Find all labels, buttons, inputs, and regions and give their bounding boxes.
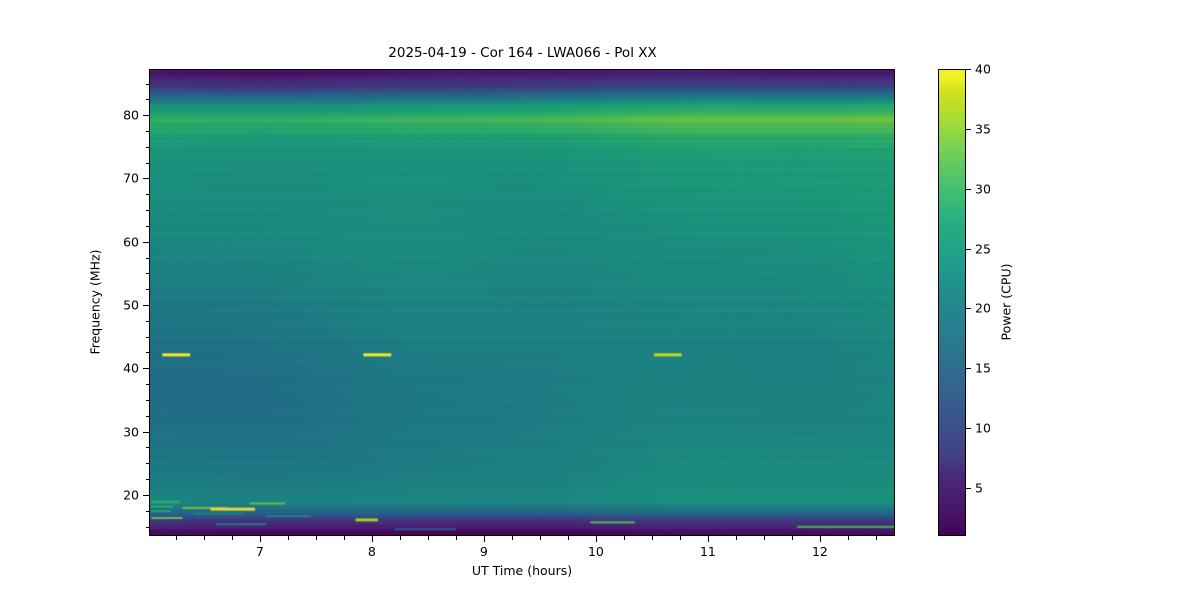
- y-axis-minor-tick: [145, 210, 149, 212]
- y-axis-tick: [143, 368, 149, 370]
- y-axis-tick: [143, 494, 149, 496]
- x-axis-tick: [371, 536, 373, 542]
- y-axis-minor-tick: [145, 510, 149, 512]
- x-axis-tick-label: 9: [479, 544, 488, 559]
- y-axis-minor-tick: [145, 447, 149, 449]
- y-axis-tick-label: 20: [123, 487, 139, 503]
- colorbar-tick-label: 35: [975, 121, 991, 137]
- colorbar-tick-label: 15: [975, 360, 991, 376]
- y-axis-label: Frequency (MHz): [87, 249, 103, 355]
- y-axis-minor-tick: [145, 131, 149, 132]
- x-axis-minor-tick: [315, 536, 317, 540]
- x-axis-minor-tick: [651, 536, 653, 540]
- x-axis-tick: [707, 536, 709, 542]
- x-axis-minor-tick: [343, 536, 345, 540]
- y-axis-minor-tick: [145, 225, 149, 227]
- colorbar-tick: [966, 488, 971, 490]
- y-axis-tick: [143, 431, 149, 433]
- y-axis-minor-tick: [145, 273, 149, 275]
- x-axis-tick-label: 11: [699, 544, 716, 559]
- y-axis-minor-tick: [145, 415, 149, 417]
- x-axis-tick: [483, 536, 485, 542]
- y-axis-tick: [143, 115, 149, 117]
- x-axis-minor-tick: [287, 536, 289, 540]
- y-axis-tick-label: 40: [123, 360, 139, 376]
- colorbar-tick-label: 10: [975, 420, 991, 436]
- y-axis-minor-tick: [145, 289, 149, 291]
- colorbar-tick: [966, 368, 971, 370]
- x-axis-minor-tick: [847, 536, 849, 540]
- y-axis-tick: [143, 178, 149, 180]
- x-axis-ticks: 7 8 9 10 11 12: [149, 536, 895, 576]
- y-axis-minor-tick: [145, 384, 149, 386]
- y-axis-minor-tick: [145, 399, 149, 401]
- x-axis-minor-tick: [231, 536, 233, 540]
- x-axis-minor-tick: [511, 536, 513, 540]
- x-axis-minor-tick: [175, 536, 177, 540]
- x-axis-tick-label: 12: [811, 544, 828, 559]
- x-axis-tick-label: 7: [255, 544, 264, 559]
- colorbar-tick: [966, 69, 971, 70]
- y-axis-tick-label: 60: [123, 234, 139, 250]
- x-axis-minor-tick: [427, 536, 429, 540]
- x-axis-label: UT Time (hours): [471, 563, 573, 578]
- y-axis-minor-tick: [145, 320, 149, 322]
- y-axis-tick-label: 70: [123, 170, 139, 186]
- x-axis-minor-tick: [539, 536, 541, 540]
- y-axis-minor-tick: [145, 463, 149, 465]
- y-axis-tick-label: 80: [123, 107, 139, 123]
- x-axis-minor-tick: [623, 536, 625, 540]
- y-axis-tick: [143, 241, 149, 243]
- y-axis-minor-tick: [145, 257, 149, 259]
- x-axis-tick-label: 10: [587, 544, 604, 559]
- colorbar-label: Power (CPU): [998, 263, 1014, 341]
- colorbar-tick-label: 30: [975, 181, 991, 197]
- y-axis-minor-tick: [145, 336, 149, 338]
- y-axis-minor-tick: [145, 479, 149, 481]
- colorbar-tick-label: 5: [975, 480, 983, 496]
- y-axis-minor-tick: [145, 146, 149, 148]
- x-axis-minor-tick: [735, 536, 737, 540]
- x-axis-tick: [819, 536, 821, 542]
- spectrogram-image[interactable]: [150, 70, 894, 535]
- x-axis-minor-tick: [679, 536, 681, 540]
- colorbar-tick: [966, 428, 971, 430]
- page-title: 2025-04-19 - Cor 164 - LWA066 - Pol XX: [388, 45, 657, 61]
- x-axis-tick: [595, 536, 597, 542]
- colorbar-tick: [966, 128, 971, 130]
- y-axis-minor-tick: [145, 194, 149, 196]
- x-axis-minor-tick: [455, 536, 457, 540]
- y-axis-minor-tick: [145, 99, 149, 101]
- y-axis-tick: [143, 305, 149, 307]
- x-axis-minor-tick: [791, 536, 793, 540]
- x-axis-minor-tick: [203, 536, 205, 540]
- x-axis-minor-tick: [763, 536, 765, 540]
- colorbar[interactable]: [938, 69, 966, 536]
- colorbar-tick-label: 40: [975, 61, 991, 77]
- x-axis-minor-tick: [399, 536, 401, 540]
- x-axis-tick: [259, 536, 261, 542]
- colorbar-tick: [966, 188, 971, 190]
- y-axis-minor-tick: [145, 83, 149, 85]
- x-axis-tick-label: 8: [367, 544, 376, 559]
- x-axis-minor-tick: [567, 536, 569, 540]
- y-axis-tick-label: 50: [123, 297, 139, 313]
- y-axis-tick-label: 30: [123, 424, 139, 440]
- x-axis-minor-tick: [875, 536, 877, 540]
- colorbar-tick: [966, 248, 971, 250]
- colorbar-tick: [966, 308, 971, 310]
- colorbar-tick-label: 25: [975, 241, 991, 257]
- y-axis-minor-tick: [145, 162, 149, 164]
- spectrogram-axes[interactable]: [149, 69, 895, 536]
- y-axis-minor-tick: [145, 352, 149, 354]
- colorbar-tick-label: 20: [975, 300, 991, 316]
- y-axis-minor-tick: [145, 526, 149, 528]
